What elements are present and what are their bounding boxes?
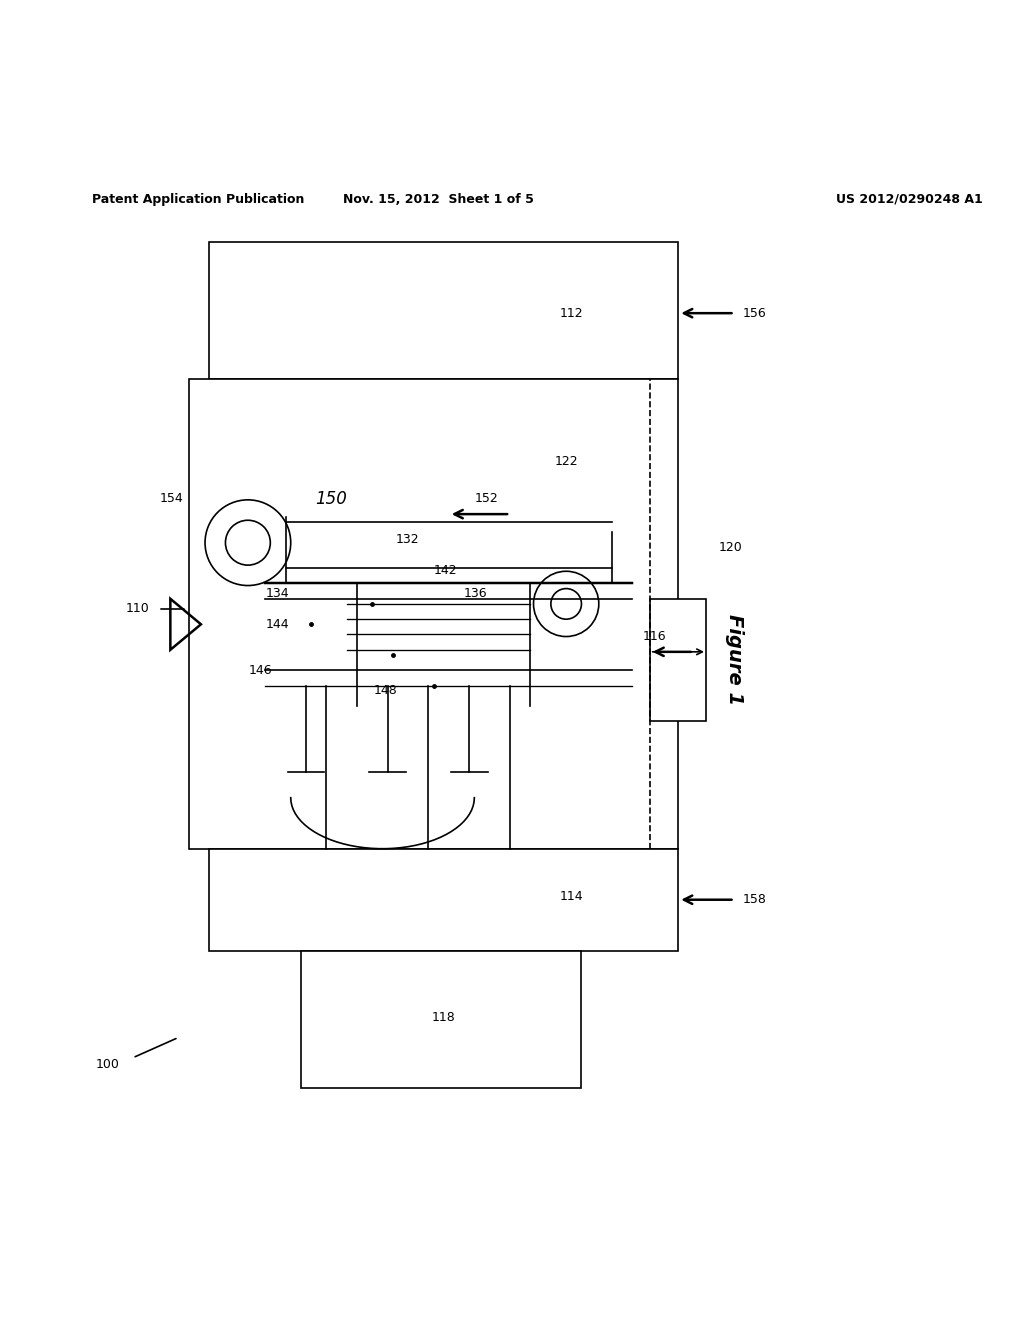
Text: US 2012/0290248 A1: US 2012/0290248 A1 (837, 193, 983, 206)
Text: 132: 132 (396, 533, 420, 546)
Text: 144: 144 (265, 618, 289, 631)
Text: 156: 156 (742, 306, 766, 319)
Text: 148: 148 (374, 684, 397, 697)
Text: 142: 142 (433, 564, 457, 577)
FancyBboxPatch shape (301, 950, 582, 1089)
Text: 154: 154 (160, 492, 183, 506)
Text: 122: 122 (554, 454, 578, 467)
Text: 116: 116 (643, 630, 667, 643)
Text: 114: 114 (559, 890, 583, 903)
Text: 100: 100 (95, 1059, 119, 1072)
Text: 152: 152 (474, 492, 498, 506)
Text: 158: 158 (742, 894, 767, 907)
Text: Figure 1: Figure 1 (725, 614, 744, 706)
Text: 112: 112 (559, 306, 583, 319)
Text: 146: 146 (248, 664, 272, 677)
FancyBboxPatch shape (209, 849, 678, 950)
FancyBboxPatch shape (650, 599, 706, 721)
FancyBboxPatch shape (188, 379, 678, 849)
Text: 150: 150 (315, 490, 347, 508)
FancyBboxPatch shape (209, 242, 678, 379)
Text: 136: 136 (464, 587, 487, 601)
Text: 134: 134 (265, 587, 289, 601)
Text: Patent Application Publication: Patent Application Publication (92, 193, 304, 206)
Text: 120: 120 (719, 541, 743, 554)
Text: 118: 118 (432, 1011, 456, 1023)
Text: Nov. 15, 2012  Sheet 1 of 5: Nov. 15, 2012 Sheet 1 of 5 (343, 193, 535, 206)
Text: 110: 110 (126, 602, 150, 615)
